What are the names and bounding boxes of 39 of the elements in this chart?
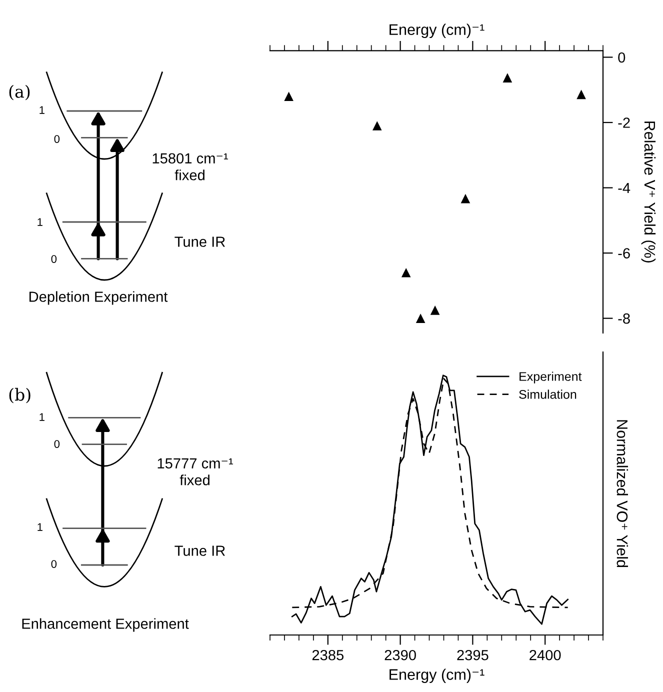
text: Enhancement Experiment: [22, 618, 189, 632]
x-tick-label: 2400: [530, 650, 561, 660]
point: [372, 121, 382, 130]
y-tick-label: 0: [618, 52, 626, 63]
x-tick-label: 2390: [384, 650, 416, 660]
text: 15801 cm⁻¹ fixed: [152, 153, 228, 180]
y-axis-title: Normalized VO⁺ Yield: [616, 420, 628, 568]
text: 1: [38, 523, 42, 531]
text: 15777 cm⁻¹ fixed: [158, 458, 233, 486]
y-axis-title: Relative V⁺ Yield (%): [641, 122, 656, 262]
text: (b): [9, 388, 30, 404]
text: 0: [51, 560, 57, 568]
text: 0: [51, 255, 57, 263]
x-tick-label: 2385: [312, 650, 344, 660]
y-tick-label: -4: [618, 183, 630, 194]
y-tick-label: -8: [618, 313, 630, 324]
text: 0: [54, 440, 60, 448]
point: [416, 314, 426, 323]
x-axis-title: Energy (cm)⁻¹: [390, 668, 484, 683]
point: [502, 73, 512, 82]
text: 1: [40, 413, 44, 421]
x-tick-label: 2395: [457, 650, 488, 660]
legend-label: Experiment: [520, 372, 582, 384]
text: (a): [9, 84, 30, 100]
text: Depletion Experiment: [29, 291, 168, 305]
text: 0: [54, 135, 60, 143]
y-tick-label: -2: [618, 118, 630, 128]
legend-label: Simulation: [519, 390, 576, 399]
text: 1: [40, 106, 44, 114]
text: Tune IR: [174, 546, 225, 556]
point: [576, 90, 586, 100]
text: 1: [38, 218, 42, 226]
point: [401, 268, 411, 278]
y-tick-label: -6: [618, 248, 630, 258]
point: [460, 194, 470, 204]
point: [430, 305, 440, 315]
text: Tune IR: [174, 236, 225, 247]
x-axis-title: Energy (cm)⁻¹: [390, 24, 484, 38]
point: [284, 92, 294, 102]
